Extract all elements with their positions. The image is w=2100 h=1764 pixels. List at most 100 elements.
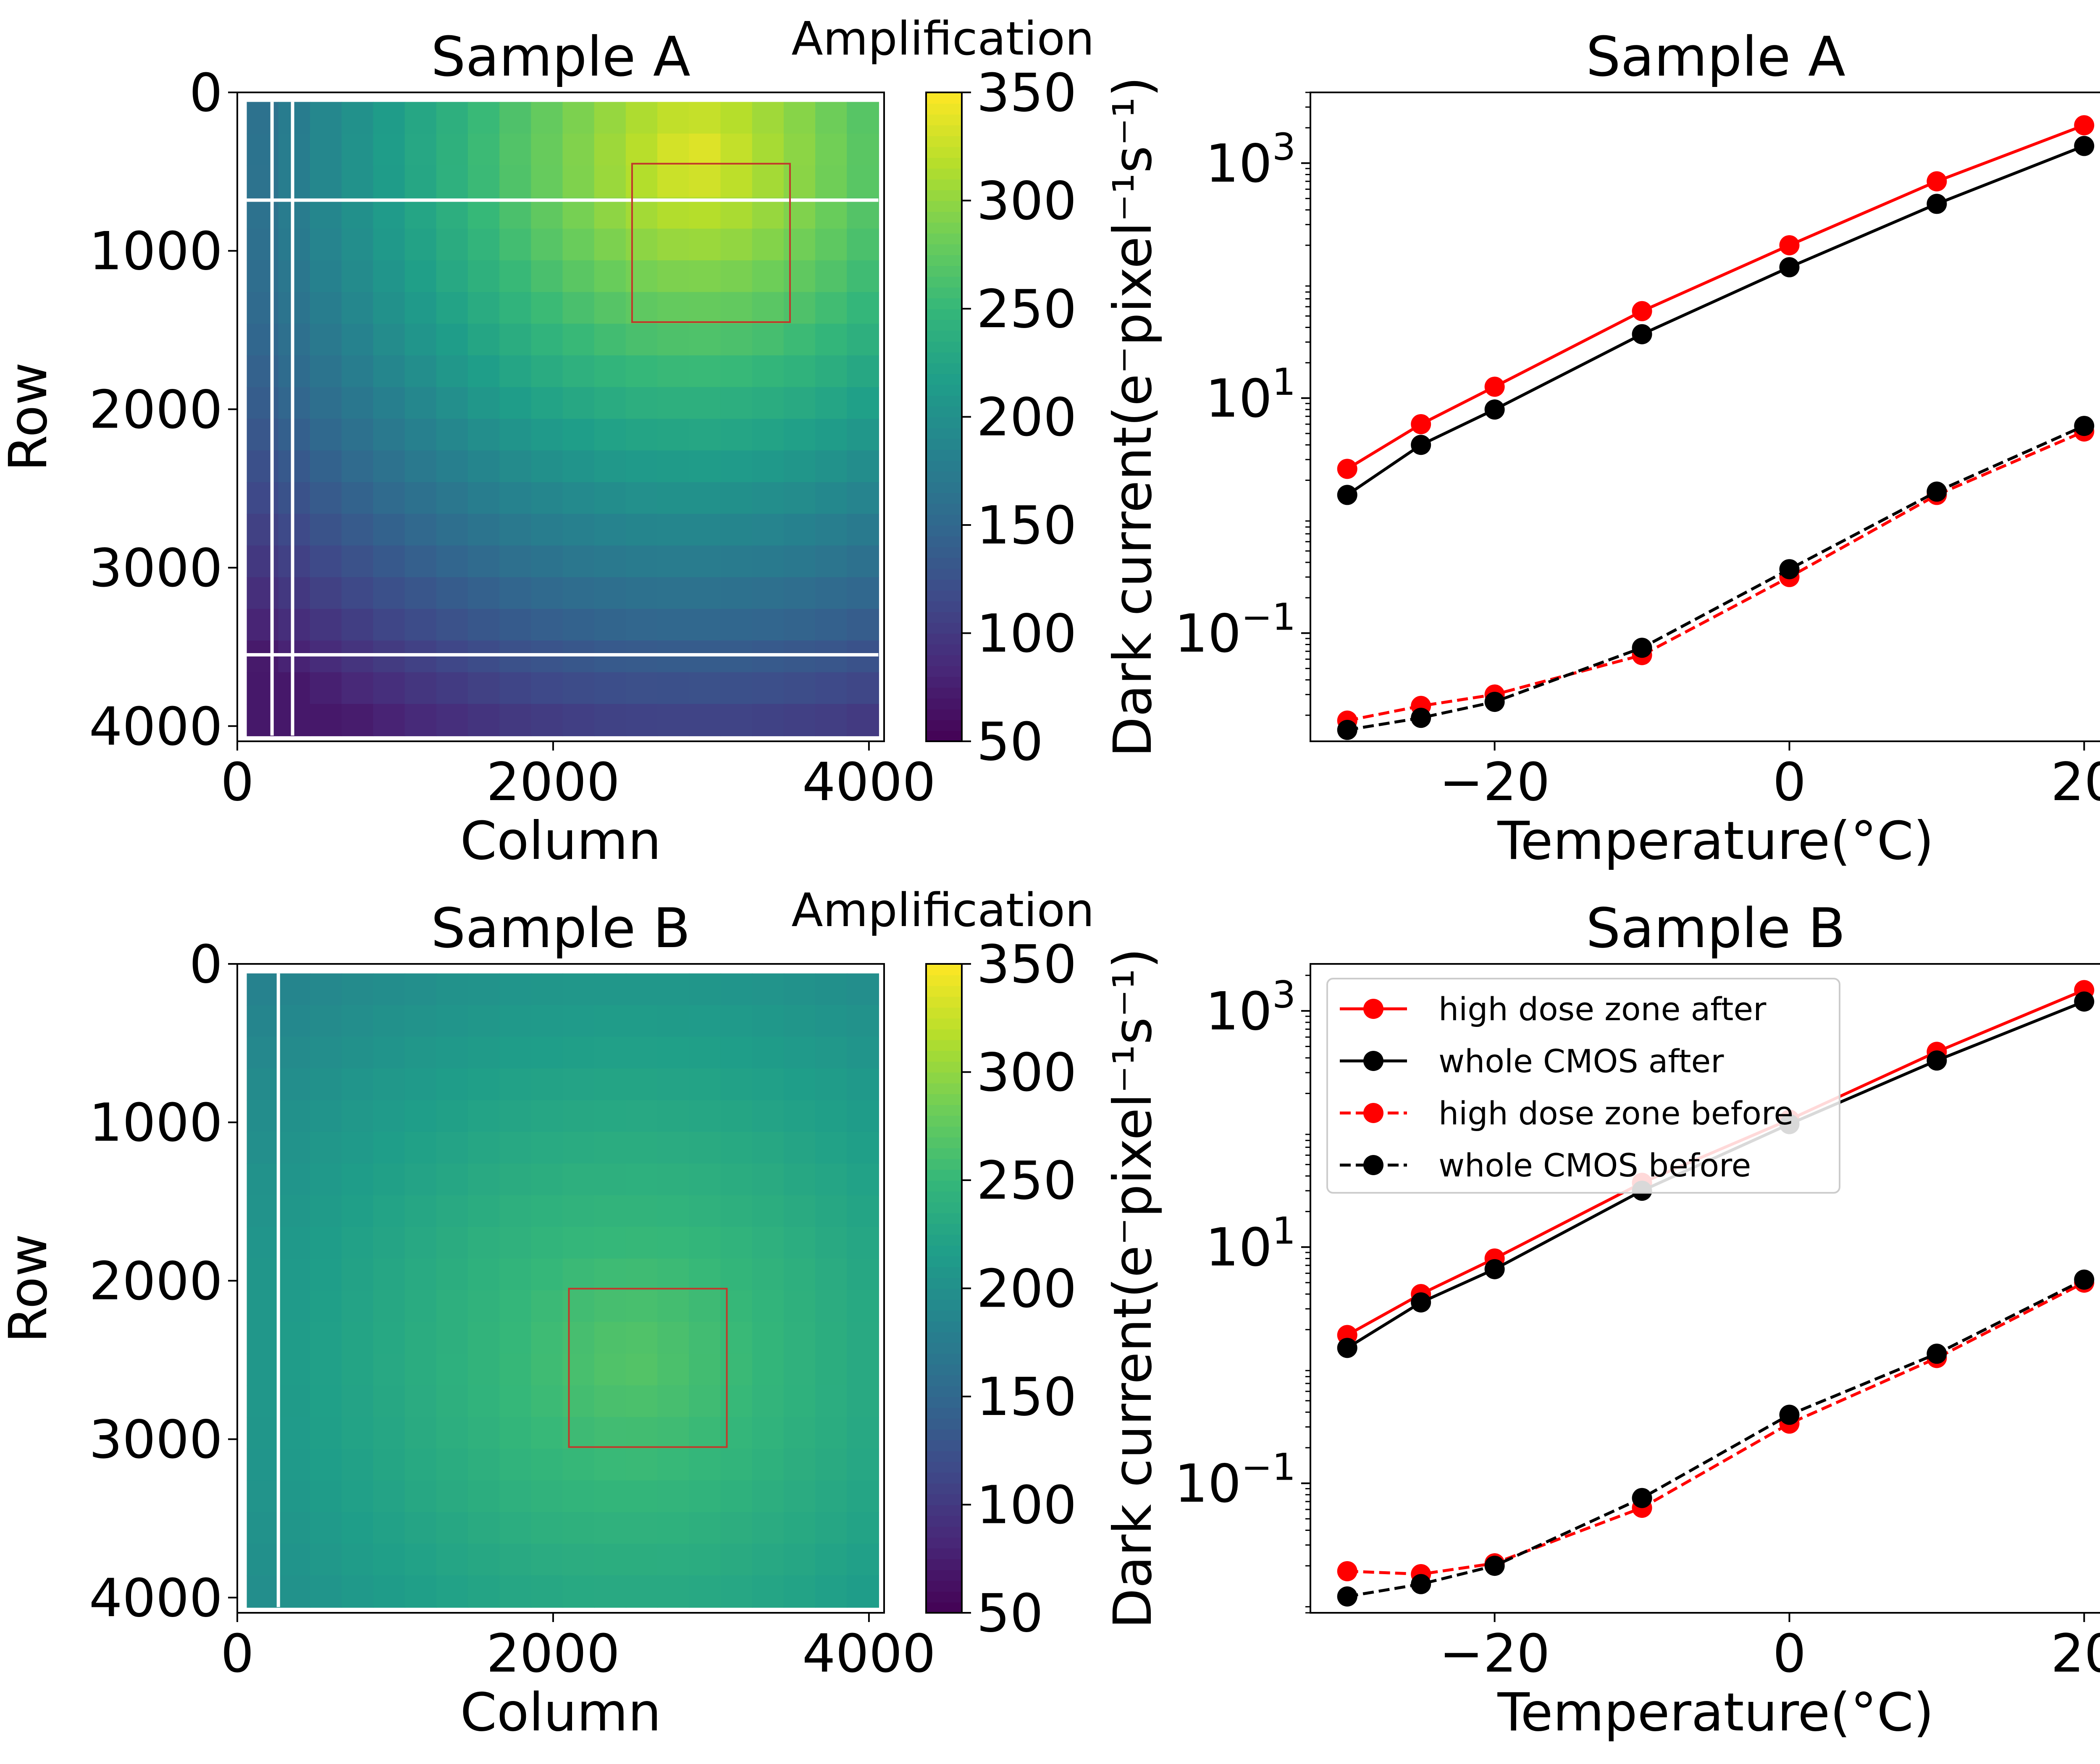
heatmap-cell <box>594 1227 627 1260</box>
heatmap-cell <box>752 355 785 388</box>
heatmap-cell <box>847 482 879 514</box>
heatmap-cell <box>247 1068 279 1101</box>
heatmap-cell <box>247 1037 279 1069</box>
heatmap-cell <box>373 704 406 736</box>
heatmap-cell <box>752 1322 785 1354</box>
heatmap-cell <box>562 672 595 705</box>
heatmap-cell <box>310 228 342 261</box>
heatmap-cell <box>752 165 785 198</box>
heatmap-cell <box>278 609 311 641</box>
heatmap-cell <box>404 1385 437 1418</box>
heatmap-cell <box>404 1258 437 1291</box>
heatmap-cell <box>310 1385 342 1418</box>
colorbar-band <box>926 1018 962 1029</box>
heatmap-cell <box>594 672 627 705</box>
y-tick-label: 103 <box>1205 973 1296 1042</box>
heatmap-cell <box>562 1195 595 1228</box>
heatmap-cell <box>847 450 879 483</box>
data-point <box>2074 115 2095 136</box>
heatmap-cell <box>657 1195 690 1228</box>
heatmap-cell <box>625 1005 658 1038</box>
heatmap-cell <box>247 1417 279 1449</box>
heatmap-cell <box>247 577 279 610</box>
heatmap-cell <box>310 1227 342 1260</box>
colorbar-band <box>926 406 962 417</box>
heatmap-cell <box>278 387 311 420</box>
heatmap-cell <box>467 134 500 166</box>
heatmap-cell <box>373 260 406 293</box>
heatmap-cell <box>847 577 879 610</box>
heatmap-cell <box>752 1290 785 1323</box>
heatmap-cell <box>783 355 816 388</box>
heatmap-cell <box>310 387 342 420</box>
heatmap-cell <box>247 1385 279 1418</box>
data-point <box>1411 435 1431 455</box>
heatmap-cell <box>783 1005 816 1038</box>
heatmap-cell <box>247 1100 279 1133</box>
heatmap-cell <box>847 1290 879 1323</box>
heatmap-cell <box>720 450 753 483</box>
heatmap-cell <box>404 1544 437 1576</box>
heatmap-cell <box>783 1417 816 1449</box>
heatmap-cell <box>720 260 753 293</box>
heatmap-cell <box>531 387 564 420</box>
colorbar-band <box>926 222 962 234</box>
heatmap-cell <box>499 1258 532 1291</box>
heatmap-cell <box>752 450 785 483</box>
colorbar-band <box>926 1386 962 1397</box>
heatmap-cell <box>436 482 469 514</box>
heatmap-cell <box>657 704 690 736</box>
heatmap-cell <box>752 323 785 356</box>
y-tick-label: 101 <box>1205 1209 1296 1278</box>
heatmap-cell <box>499 1068 532 1101</box>
heatmap-cell <box>467 1417 500 1449</box>
heatmap-cell <box>752 1068 785 1101</box>
high-dose-zone-box <box>631 163 791 323</box>
heatmap-cell <box>531 165 564 198</box>
heatmap-cell <box>278 1290 311 1323</box>
heatmap-cell <box>720 1575 753 1608</box>
heatmap-cell <box>531 482 564 514</box>
heatmap-cell <box>341 102 374 134</box>
heatmap-cell <box>657 1068 690 1101</box>
heatmap-cell <box>783 577 816 610</box>
colorbar-band <box>926 644 962 656</box>
heatmap-cell <box>404 292 437 325</box>
colorbar-band <box>926 514 962 526</box>
heatmap-cell <box>404 450 437 483</box>
colorbar-band <box>926 233 962 244</box>
heatmap-cell <box>594 165 627 198</box>
heatmap-cell <box>815 1005 848 1038</box>
heatmap-cell <box>783 1322 816 1354</box>
heatmap-cell <box>783 1037 816 1069</box>
heatmap-cell <box>373 577 406 610</box>
y-axis-label: Dark current(e⁻pixel⁻¹s⁻¹) <box>1102 76 1163 757</box>
heatmap-cell <box>720 1290 753 1323</box>
heatmap-cell <box>562 1227 595 1260</box>
heatmap-cell <box>625 323 658 356</box>
heatmap-cell <box>562 1480 595 1513</box>
heatmap-cell <box>815 387 848 420</box>
colorbar-band <box>926 676 962 688</box>
chart-title: Sample B <box>431 896 690 960</box>
colorbar-band <box>926 384 962 396</box>
heatmap-cell <box>783 228 816 261</box>
heatmap-cell <box>247 545 279 578</box>
heatmap-cell <box>310 1258 342 1291</box>
data-point <box>1927 481 1947 502</box>
heatmap-cell <box>657 419 690 451</box>
heatmap-cell <box>594 102 627 134</box>
heatmap-cell <box>436 1068 469 1101</box>
colorbar-band <box>926 665 962 677</box>
heatmap-cell <box>278 672 311 705</box>
heatmap-cell <box>436 1449 469 1481</box>
data-point <box>1779 235 1800 255</box>
heatmap-cell <box>752 577 785 610</box>
heatmap-cell <box>373 1131 406 1164</box>
heatmap-cell <box>783 704 816 736</box>
heatmap-cell <box>404 1449 437 1481</box>
heatmap-cell <box>594 134 627 166</box>
heatmap-cell <box>310 973 342 1006</box>
